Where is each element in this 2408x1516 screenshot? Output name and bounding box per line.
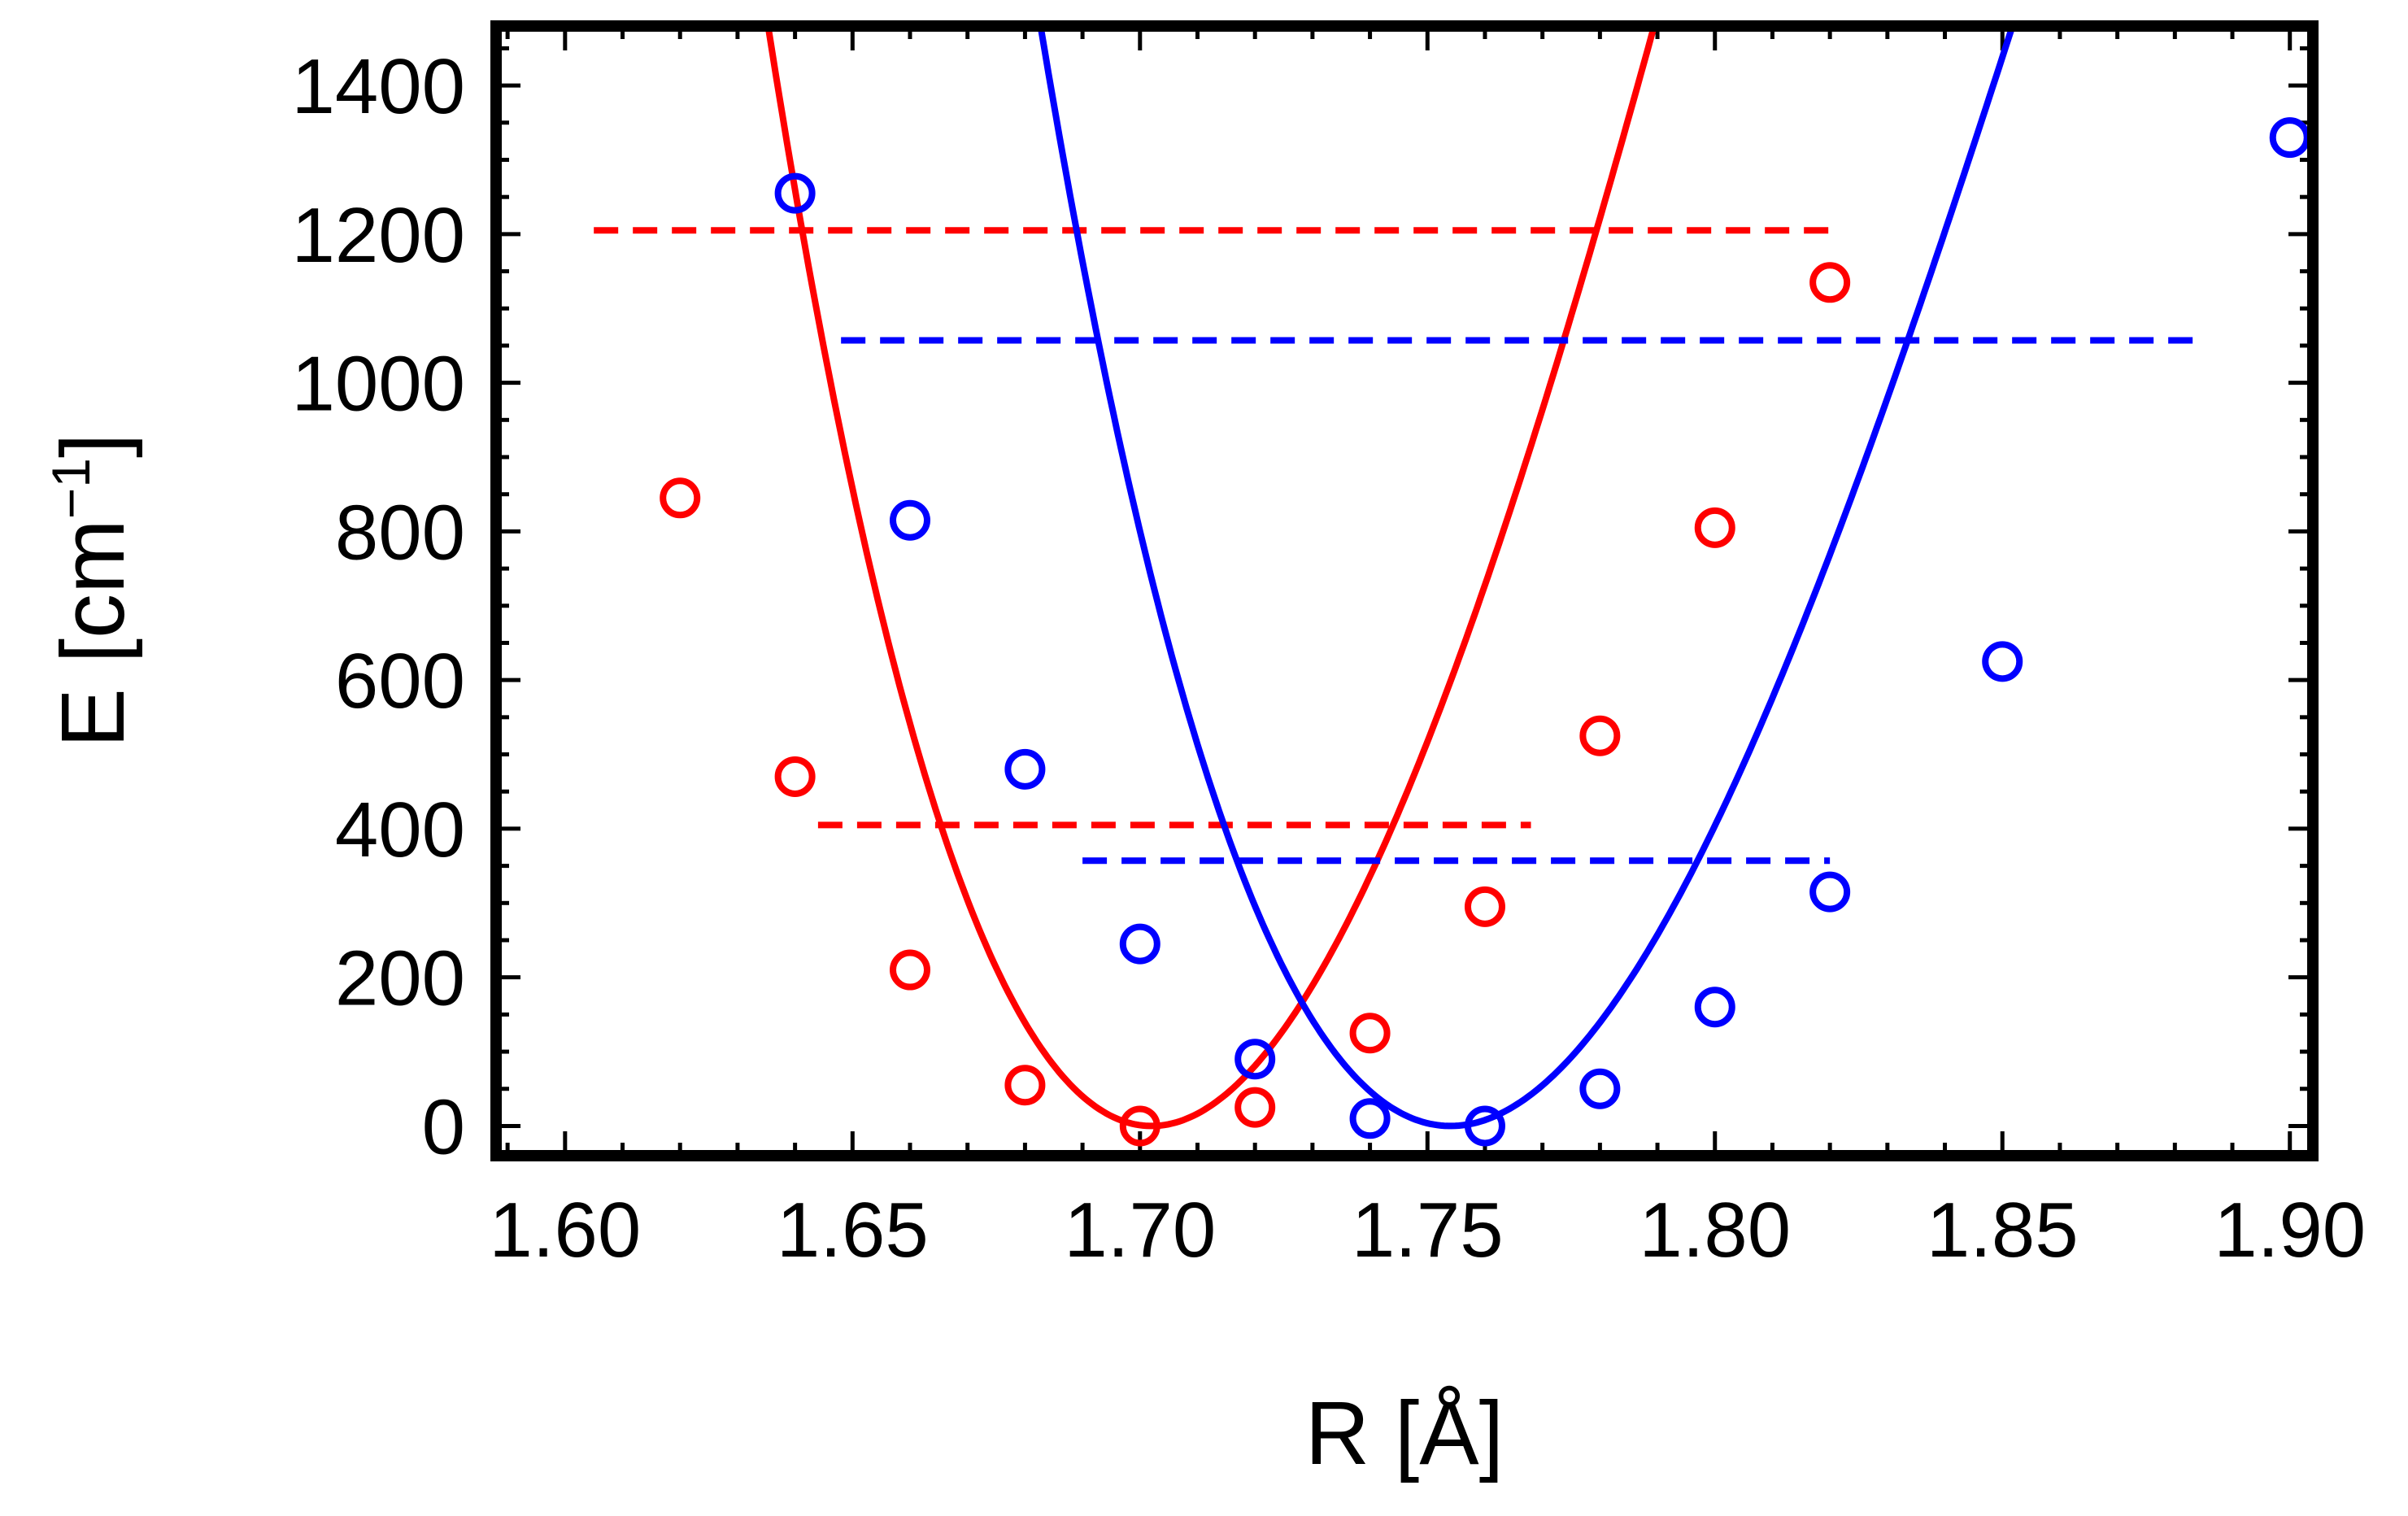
series-2-data-point — [2269, 117, 2310, 159]
series-2-data-point — [890, 499, 931, 541]
series-layer — [594, 26, 2310, 1147]
plot-frame — [490, 20, 2319, 1161]
y-tick-label: 800 — [335, 489, 465, 576]
y-axis-title: E [cm−1] — [41, 433, 143, 748]
series-2-data-point — [1579, 1068, 1621, 1109]
series-1-data-point — [1809, 262, 1851, 303]
series-2-data-point — [1694, 987, 1735, 1028]
y-tick-labels: 0 200 400 600 800 1000 1200 1400 — [291, 43, 465, 1170]
y-tick-label: 0 — [422, 1083, 465, 1170]
y-tick-label: 400 — [335, 786, 465, 873]
y-tick-label: 200 — [335, 935, 465, 1022]
series-1-data-point — [1579, 715, 1621, 756]
series-1-data-point — [660, 477, 701, 519]
x-tick-labels: 1.60 1.65 1.70 1.75 1.80 1.85 1.90 — [489, 1187, 2366, 1274]
x-tick-label: 1.85 — [1927, 1187, 2079, 1274]
series-2-data-point — [774, 172, 816, 214]
y-tick-label: 1400 — [291, 43, 465, 130]
x-tick-label: 1.90 — [2214, 1187, 2366, 1274]
y-tick-label: 1200 — [291, 192, 465, 279]
series-1-data-point — [890, 949, 931, 991]
x-tick-label: 1.65 — [777, 1187, 929, 1274]
series-1-data-point — [1464, 886, 1505, 927]
y-axis-title-end: ] — [43, 433, 143, 459]
y-axis-ticks — [496, 46, 2313, 1128]
series-2-data-point — [1464, 1105, 1505, 1147]
series-1-data-point — [1694, 507, 1735, 548]
series-2-data-point — [1234, 1039, 1276, 1080]
y-axis-title-superscript: −1 — [41, 458, 101, 519]
x-tick-label: 1.70 — [1064, 1187, 1216, 1274]
x-tick-label: 1.75 — [1352, 1187, 1504, 1274]
x-tick-label: 1.80 — [1639, 1187, 1791, 1274]
series-2-fit-curve — [1037, 26, 2016, 1130]
series-1-data-point — [1004, 1065, 1046, 1106]
series-1-data-point — [1349, 1013, 1391, 1054]
series-2-data-point — [1004, 748, 1046, 790]
series-2-data-point — [1809, 871, 1851, 913]
series-1-data-point — [774, 756, 816, 797]
series-1-data-point — [1119, 1105, 1160, 1147]
y-tick-label: 600 — [335, 638, 465, 725]
x-axis-title: R [Å] — [1305, 1383, 1504, 1483]
y-axis-title-main: E [cm — [43, 519, 143, 747]
series-1-data-point — [1234, 1087, 1276, 1128]
x-tick-label: 1.60 — [489, 1187, 641, 1274]
series-2-data-point — [1349, 1098, 1391, 1139]
series-1-fit-curve — [764, 26, 1658, 1130]
series-2-data-point — [1119, 923, 1160, 965]
series-2-data-point — [1982, 641, 2023, 682]
y-tick-label: 1000 — [291, 341, 465, 428]
